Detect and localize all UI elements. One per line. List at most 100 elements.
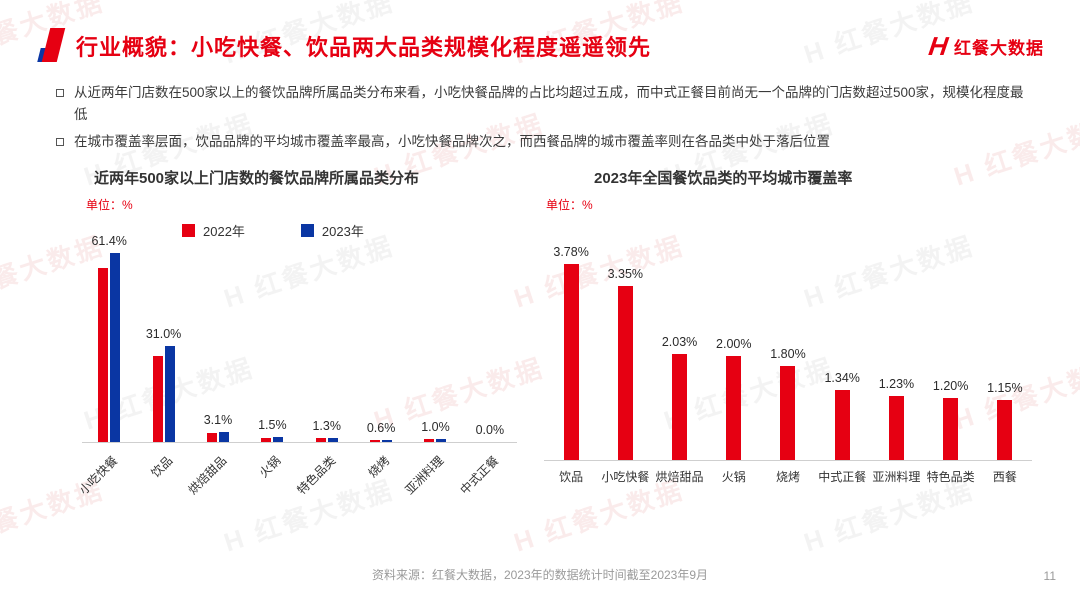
bar-group: 1.0% 亚洲料理 xyxy=(403,243,462,497)
bar-value-label: 3.35% xyxy=(607,266,644,281)
x-axis-label: 小吃快餐 xyxy=(76,453,121,498)
bar xyxy=(206,433,217,442)
legend-label: 2022年 xyxy=(203,223,245,239)
bar-value-label: 1.15% xyxy=(987,381,1023,396)
x-axis-label: 特色品类 xyxy=(294,453,339,498)
bar-value-label: 1.80% xyxy=(770,347,806,362)
bar-value-label: 1.34% xyxy=(824,371,860,386)
x-axis-label: 饮品 xyxy=(559,469,584,484)
bar-group: 0.6% 烧烤 xyxy=(354,243,408,480)
bar xyxy=(273,437,284,442)
bar xyxy=(370,439,381,442)
chart-title: 2023年全国餐饮品类的平均城市覆盖率 xyxy=(594,169,853,187)
x-axis-label: 烧烤 xyxy=(775,469,800,484)
bar-group: 61.4% 小吃快餐 xyxy=(77,234,136,497)
bar-plot: 2022年 2023年 61.4% 小吃快餐 31.0% 饮品 3.1% 烘焙甜品 1.5%… xyxy=(77,223,517,497)
bar xyxy=(726,356,742,460)
bar-group: 1.3% 特色品类 xyxy=(294,243,354,497)
bar-group: 1.5% 火锅 xyxy=(245,243,299,480)
bar xyxy=(164,346,175,442)
bar xyxy=(888,395,904,460)
bar xyxy=(218,432,229,442)
bar-group: 1.34% 中式正餐 xyxy=(815,243,869,484)
bar-value-label: 0.6% xyxy=(366,420,396,435)
bar-value-label: 2.03% xyxy=(661,335,698,350)
bar xyxy=(152,355,163,442)
bar xyxy=(110,252,121,442)
bar xyxy=(327,437,338,442)
bullet-item: 从近两年门店数在500家以上的餐饮品牌所属品类分布来看，小吃快餐品牌的占比均超过… xyxy=(56,82,1036,127)
legend-swatch-red xyxy=(182,223,195,237)
x-axis-label: 亚洲料理 xyxy=(872,469,921,484)
bar xyxy=(997,400,1013,460)
bar-group: 31.0% 饮品 xyxy=(136,243,190,480)
bar xyxy=(98,267,109,442)
page-title: 行业概貌：小吃快餐、饮品两大品类规模化程度遥遥领先 xyxy=(76,35,652,60)
bar xyxy=(261,437,272,442)
brand-logo: H 红餐大数据 xyxy=(927,31,1044,61)
bar-value-label: 1.3% xyxy=(312,418,341,433)
bar-value-label: 3.1% xyxy=(203,413,233,428)
bar-value-label: 1.5% xyxy=(258,418,287,433)
x-axis-label: 中式正餐 xyxy=(818,469,867,484)
unit-label: 单位：% xyxy=(86,197,133,212)
x-axis-label: 火锅 xyxy=(721,469,746,484)
bar-value-label: 31.0% xyxy=(145,327,182,342)
bar-value-label: 2.00% xyxy=(716,337,752,351)
x-axis-label: 小吃快餐 xyxy=(601,469,650,484)
bar-value-label: 1.0% xyxy=(421,419,450,434)
bar xyxy=(943,397,959,460)
bar-group: 0.0% 中式正餐 xyxy=(457,243,517,497)
bar xyxy=(617,285,633,460)
x-axis-label: 烧烤 xyxy=(365,453,393,481)
bar xyxy=(834,390,850,460)
bullet-square-icon xyxy=(56,89,64,97)
bar-group: 2.00% 火锅 xyxy=(707,243,761,484)
unit-label: 单位：% xyxy=(546,197,593,212)
bar-group: 1.20% 特色品类 xyxy=(924,243,978,484)
bar xyxy=(315,438,326,442)
bar xyxy=(424,439,435,442)
bar-value-label: 1.23% xyxy=(878,376,915,391)
x-axis-label: 火锅 xyxy=(256,453,284,481)
bar xyxy=(780,366,796,460)
bar-group: 1.15% 西餐 xyxy=(978,243,1032,484)
bar xyxy=(382,439,393,442)
title-accent-shape xyxy=(37,28,66,64)
chart-title: 近两年500家以上门店数的餐饮品牌所属品类分布 xyxy=(94,169,420,187)
summary-bullets: 从近两年门店数在500家以上的餐饮品牌所属品类分布来看，小吃快餐品牌的占比均超过… xyxy=(56,82,1036,153)
x-axis-label: 特色品类 xyxy=(926,469,975,484)
source-note: 资料来源：红餐大数据，2023年的数据统计时间截至2023年9月 xyxy=(371,568,709,582)
page-number: 11 xyxy=(1043,569,1056,583)
brand-logo-text: 红餐大数据 xyxy=(954,38,1044,58)
bar xyxy=(672,354,688,460)
bar-value-label: 61.4% xyxy=(91,233,127,248)
bar-plot: 3.78% 饮品 3.35% 小吃快餐 2.03% 烘焙甜品 2.00% 火锅 1.80% 烧烤 1… xyxy=(544,243,1032,484)
bar-group: 2.03% 烘焙甜品 xyxy=(652,243,706,483)
bar xyxy=(436,438,447,442)
bar-group: 1.23% 亚洲料理 xyxy=(869,243,923,484)
bullet-text: 在城市覆盖率层面，饮品品牌的平均城市覆盖率最高，小吃快餐品牌次之，而西餐品牌的城… xyxy=(74,133,830,149)
accent-red-shape xyxy=(41,28,66,62)
bar-group: 1.80% 烧烤 xyxy=(761,243,815,483)
legend-label: 2023年 xyxy=(321,223,364,239)
x-axis-label: 中式正餐 xyxy=(457,453,502,498)
x-axis-label: 西餐 xyxy=(992,469,1017,484)
x-axis-label: 烘焙甜品 xyxy=(655,469,704,484)
legend-item-2022: 2022年 xyxy=(182,221,245,240)
bar-group: 3.35% 小吃快餐 xyxy=(598,243,652,484)
x-axis-label: 饮品 xyxy=(147,453,175,481)
x-axis-label: 亚洲料理 xyxy=(402,453,447,498)
bar-group: 3.1% 烘焙甜品 xyxy=(185,243,245,497)
bar-value-label: 0.0% xyxy=(475,422,505,437)
bullet-square-icon xyxy=(56,137,64,146)
charts-row: 近两年500家以上门店数的餐饮品牌所属品类分布 单位：% 2022年 2023年… xyxy=(0,167,1080,497)
bullet-item: 在城市覆盖率层面，饮品品牌的平均城市覆盖率最高，小吃快餐品牌次之，而西餐品牌的城… xyxy=(56,131,1036,153)
page-header: 行业概貌：小吃快餐、饮品两大品类规模化程度遥遥领先 H 红餐大数据 xyxy=(0,0,1080,64)
bullet-text: 从近两年门店数在500家以上的餐饮品牌所属品类分布来看，小吃快餐品牌的占比均超过… xyxy=(74,85,1024,123)
brand-logo-h-icon: H xyxy=(927,31,951,61)
bar-group: 3.78% 饮品 xyxy=(544,243,598,484)
bar-value-label: 1.20% xyxy=(932,378,969,393)
legend-item-2023: 2023年 xyxy=(300,221,364,240)
